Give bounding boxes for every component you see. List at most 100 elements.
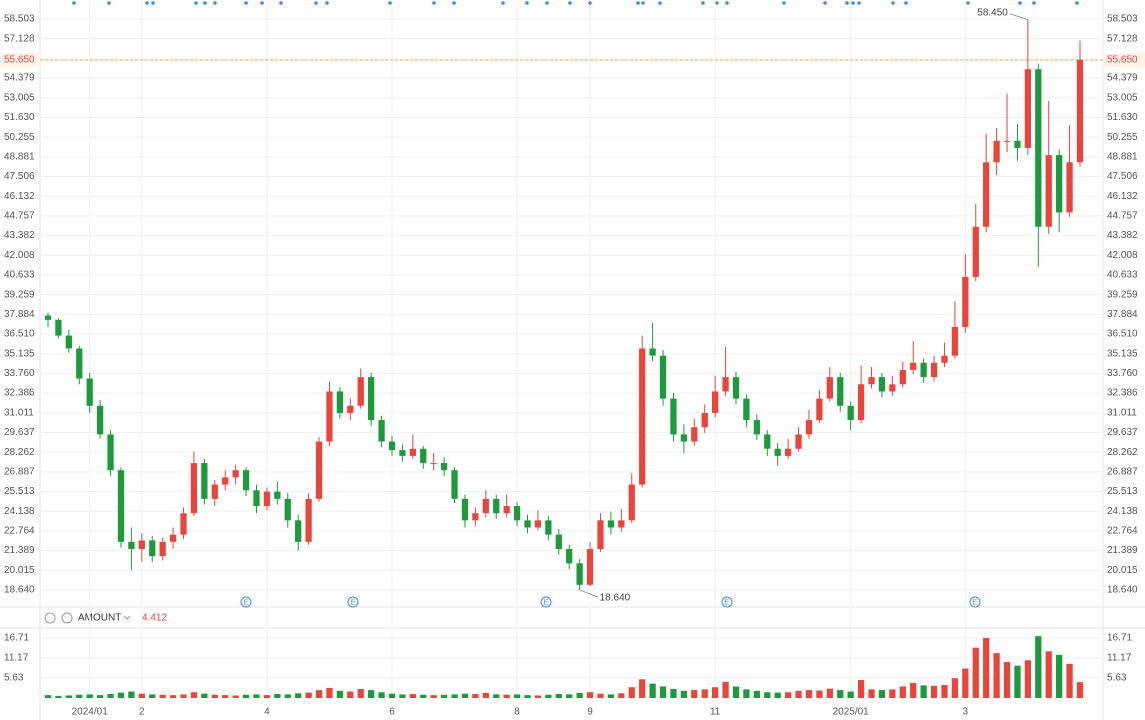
max-label: 58.450 bbox=[977, 7, 1008, 18]
y-tick-label-right: 25.513 bbox=[1107, 486, 1138, 497]
y-tick-label-right: 22.764 bbox=[1107, 526, 1138, 537]
y-tick-label-right: 5.63 bbox=[1107, 672, 1127, 683]
volume-bar bbox=[784, 692, 792, 698]
candle-body bbox=[378, 420, 385, 442]
max-leader bbox=[1009, 13, 1029, 21]
y-tick-label: 51.630 bbox=[4, 112, 35, 123]
candle-body bbox=[315, 441, 323, 499]
candle-body bbox=[524, 520, 531, 528]
candle-body bbox=[295, 520, 302, 542]
candle-body bbox=[555, 534, 562, 549]
candle-body bbox=[795, 434, 802, 449]
event-dot bbox=[260, 1, 264, 5]
candle-body bbox=[899, 369, 906, 385]
event-dot bbox=[325, 1, 329, 5]
y-tick-label-right: 53.005 bbox=[1107, 92, 1138, 103]
y-tick-label: 11.17 bbox=[4, 653, 29, 664]
volume-bar bbox=[941, 685, 948, 698]
earnings-label: E bbox=[351, 599, 356, 606]
candle-body bbox=[430, 463, 437, 465]
candle-body bbox=[440, 463, 448, 471]
event-dot bbox=[432, 1, 436, 5]
candle-body bbox=[107, 434, 114, 471]
event-dot bbox=[244, 1, 248, 5]
y-tick-label: 39.259 bbox=[4, 289, 35, 300]
x-tick-label: 6 bbox=[389, 707, 395, 718]
earnings-label: E bbox=[244, 599, 249, 606]
last-price-box bbox=[0, 52, 40, 67]
volume-bar bbox=[555, 694, 562, 698]
candle-body bbox=[201, 463, 208, 499]
candle-body bbox=[190, 463, 198, 514]
candle-body bbox=[774, 448, 781, 456]
candle-body bbox=[451, 470, 458, 499]
earnings-marker bbox=[347, 596, 359, 608]
candle-body bbox=[409, 448, 416, 456]
candle-body bbox=[159, 541, 166, 557]
x-tick-label: 2025/01 bbox=[833, 707, 870, 718]
volume-bar bbox=[357, 689, 364, 698]
candle-body bbox=[472, 513, 479, 521]
earnings-label: E bbox=[725, 599, 730, 606]
event-dot bbox=[203, 1, 207, 5]
y-tick-label-right: 24.138 bbox=[1107, 506, 1138, 517]
y-tick-label-right: 35.135 bbox=[1107, 348, 1138, 359]
candle-body bbox=[388, 441, 396, 451]
candle-body bbox=[878, 377, 886, 392]
event-dot bbox=[782, 1, 786, 5]
candle-body bbox=[586, 548, 594, 585]
volume-bar bbox=[430, 695, 437, 698]
candle-body bbox=[951, 326, 959, 356]
volume-bar bbox=[566, 694, 573, 698]
panel-header: AMOUNT 4.412 bbox=[44, 612, 167, 624]
event-dot bbox=[568, 1, 572, 5]
event-dot bbox=[525, 1, 529, 5]
volume-bar bbox=[128, 691, 135, 698]
volume-bar bbox=[1066, 663, 1073, 698]
dropdown-icon[interactable] bbox=[123, 615, 131, 620]
candle-body bbox=[222, 477, 229, 485]
candle-body bbox=[962, 276, 969, 327]
volume-bar bbox=[493, 694, 500, 698]
volume-bar bbox=[1056, 654, 1063, 698]
candle-body bbox=[618, 520, 625, 528]
y-tick-label-right: 43.382 bbox=[1107, 230, 1138, 241]
volume-bar bbox=[691, 690, 698, 698]
close-icon[interactable] bbox=[61, 612, 73, 624]
volume-bar bbox=[878, 690, 886, 698]
volume-bar bbox=[993, 653, 1000, 698]
indicator-name[interactable]: AMOUNT bbox=[78, 613, 121, 624]
volume-bar bbox=[65, 695, 72, 698]
last-price-label-right: 55.650 bbox=[1107, 55, 1138, 66]
candle-body bbox=[169, 534, 177, 542]
y-tick-label-right: 44.757 bbox=[1107, 211, 1138, 222]
x-tick-label: 8 bbox=[514, 707, 520, 718]
y-tick-label-right: 54.379 bbox=[1107, 73, 1138, 84]
candle-body bbox=[336, 391, 344, 413]
volume-bar bbox=[712, 687, 719, 698]
y-tick-label: 24.138 bbox=[4, 506, 35, 517]
candle-body bbox=[305, 498, 312, 542]
volume-bar bbox=[242, 694, 250, 698]
volume-bar bbox=[44, 695, 52, 698]
y-tick-label-right: 16.71 bbox=[1107, 633, 1132, 644]
settings-icon[interactable] bbox=[44, 612, 56, 624]
volume-bar bbox=[347, 691, 354, 698]
candle-body bbox=[972, 226, 979, 277]
y-tick-label: 16.71 bbox=[4, 633, 29, 644]
volume-bar bbox=[399, 694, 406, 698]
candle-body bbox=[368, 377, 375, 421]
y-tick-label-right: 33.760 bbox=[1107, 368, 1138, 379]
volume-bar bbox=[962, 668, 969, 698]
earnings-marker bbox=[240, 596, 252, 608]
volume-bar bbox=[107, 694, 114, 698]
y-tick-label: 44.757 bbox=[4, 211, 35, 222]
event-dot bbox=[388, 1, 392, 5]
candle-body bbox=[732, 377, 740, 399]
volume-bar bbox=[336, 690, 344, 698]
event-dot bbox=[545, 1, 549, 5]
candle-body bbox=[493, 498, 500, 514]
candle-body bbox=[680, 434, 688, 442]
